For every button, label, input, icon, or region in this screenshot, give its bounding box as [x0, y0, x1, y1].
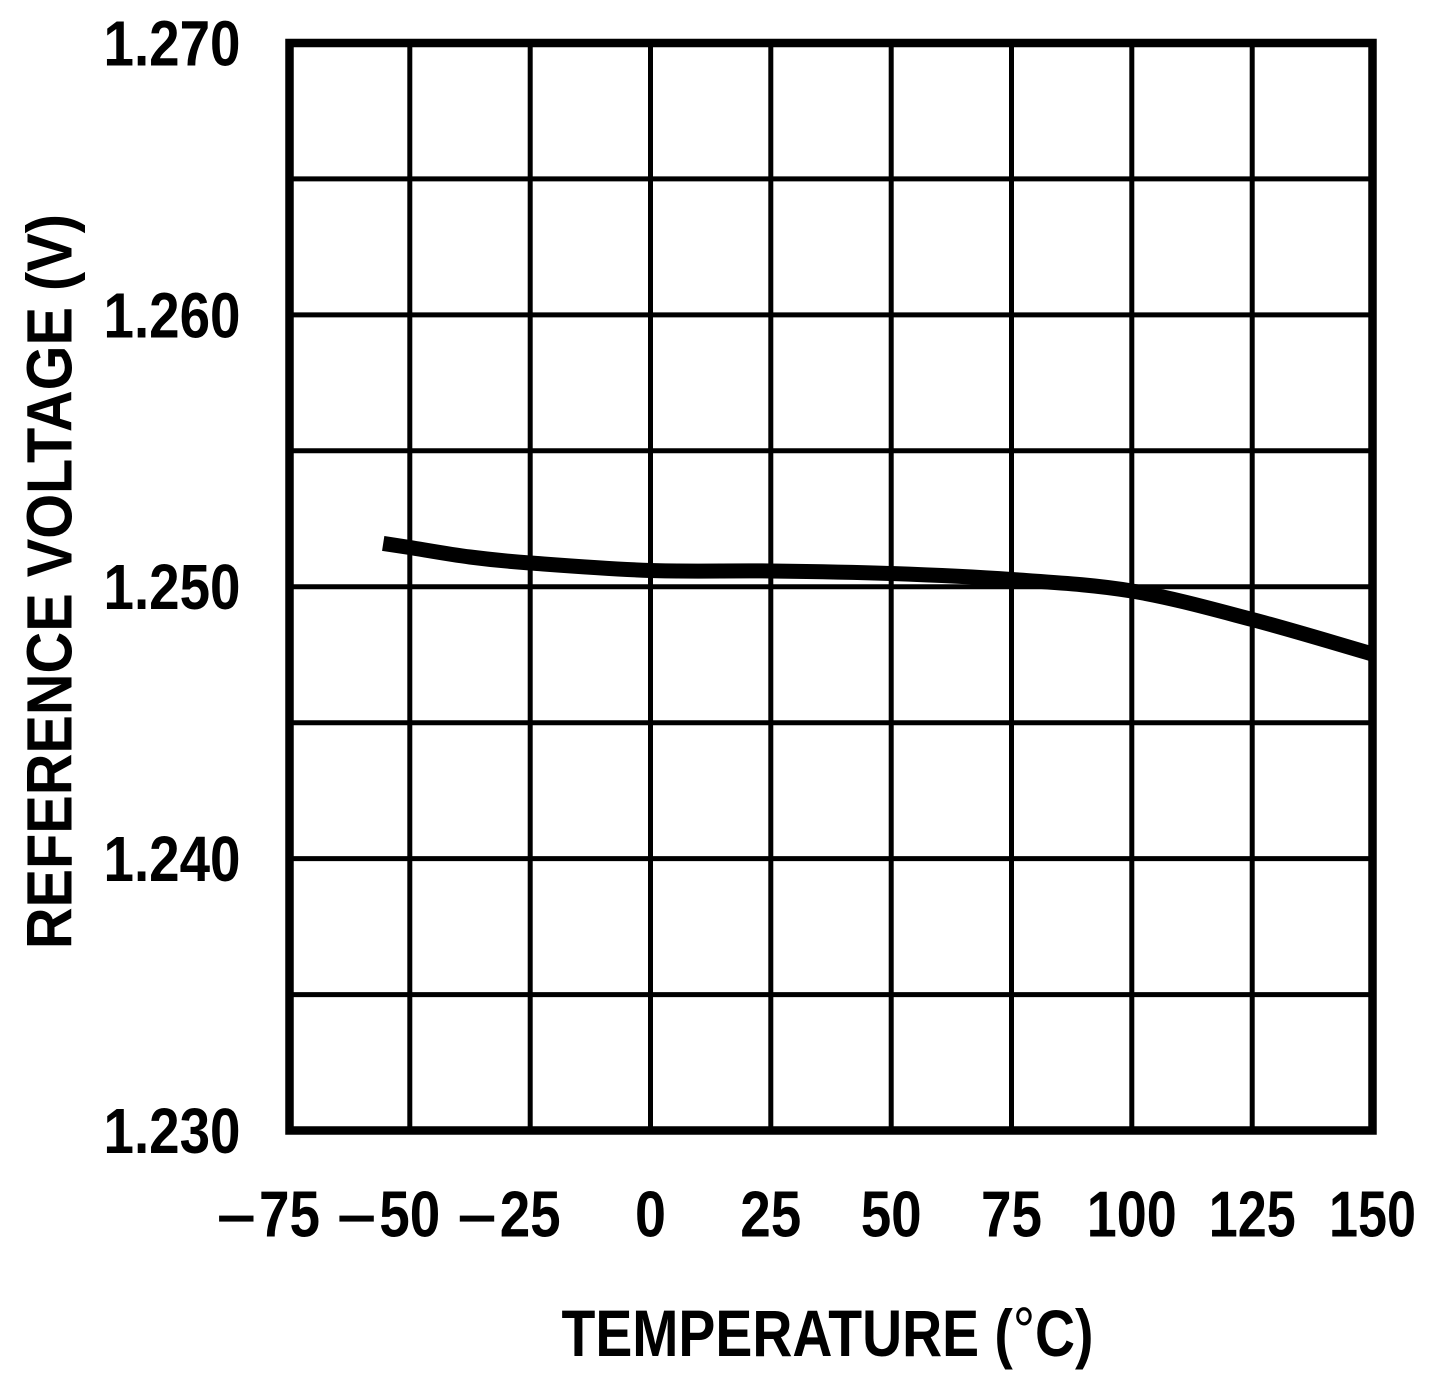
svg-text:1.270: 1.270 — [104, 8, 241, 80]
svg-text:150: 150 — [1329, 1178, 1416, 1251]
svg-text:50: 50 — [379, 1178, 440, 1251]
svg-text:0: 0 — [635, 1178, 666, 1251]
svg-text:1.230: 1.230 — [104, 1095, 241, 1167]
svg-text:25: 25 — [740, 1178, 801, 1251]
svg-text:1.260: 1.260 — [104, 279, 241, 351]
svg-text:50: 50 — [861, 1178, 922, 1251]
svg-text:75: 75 — [259, 1178, 320, 1251]
svg-text:1.250: 1.250 — [104, 551, 241, 623]
svg-text:75: 75 — [981, 1178, 1042, 1251]
svg-text:REFERENCE VOLTAGE (V): REFERENCE VOLTAGE (V) — [14, 214, 86, 949]
svg-text:TEMPERATURE (°C): TEMPERATURE (°C) — [562, 1293, 1094, 1370]
svg-text:25: 25 — [500, 1178, 561, 1251]
svg-text:125: 125 — [1209, 1178, 1296, 1251]
svg-text:1.240: 1.240 — [104, 823, 241, 895]
svg-text:100: 100 — [1087, 1178, 1177, 1251]
